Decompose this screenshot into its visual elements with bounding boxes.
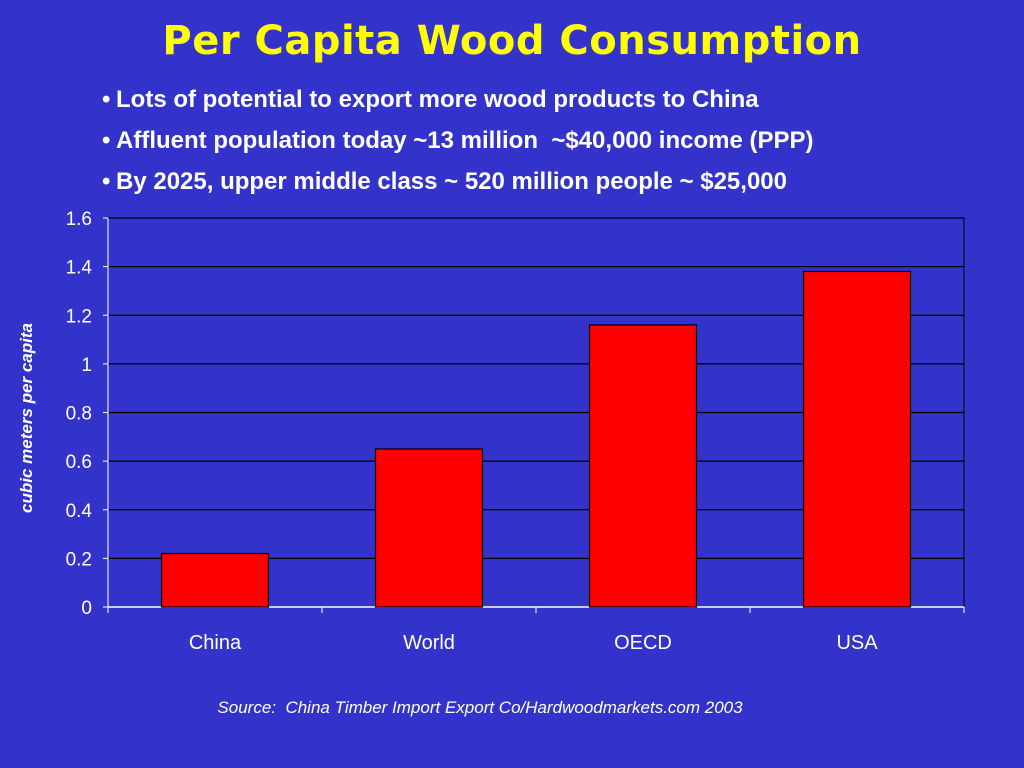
- bar-china: [160, 552, 270, 608]
- y-tick-label: 0: [81, 598, 92, 619]
- bullet-list: • Lots of potential to export more wood p…: [102, 84, 813, 207]
- bullet-item: • By 2025, upper middle class ~ 520 milli…: [102, 166, 813, 207]
- source-note: Source: China Timber Import Export Co/Ha…: [217, 698, 743, 717]
- bullet-text: Affluent population today ~13 million ~$…: [116, 127, 814, 154]
- y-tick-label: 0.2: [66, 549, 92, 570]
- x-tick-label: World: [403, 632, 455, 654]
- bullet-text: Lots of potential to export more wood pr…: [116, 86, 759, 113]
- x-tick-label: OECD: [614, 632, 672, 654]
- y-axis-label: cubic meters per capita: [17, 323, 36, 513]
- bullet-text: By 2025, upper middle class ~ 520 millio…: [116, 168, 787, 195]
- bullet-dot: •: [102, 127, 111, 154]
- bullet-item: • Lots of potential to export more wood p…: [102, 84, 813, 125]
- bullet-item: • Affluent population today ~13 million ~…: [102, 125, 813, 166]
- y-tick-label: 0.6: [66, 452, 92, 473]
- y-tick-label: 0.4: [66, 501, 93, 522]
- y-tick-label: 1.4: [66, 258, 93, 279]
- x-tick-label: China: [189, 632, 242, 654]
- y-tick-label: 0.8: [66, 404, 92, 425]
- y-tick-label: 1: [81, 355, 92, 376]
- bar-world: [374, 448, 484, 608]
- bullet-dot: •: [102, 168, 111, 195]
- slide-title: Per Capita Wood Consumption: [162, 18, 862, 64]
- bullet-dot: •: [102, 86, 111, 113]
- bar-usa: [802, 270, 912, 608]
- y-tick-label: 1.2: [66, 306, 92, 327]
- y-tick-label: 1.6: [66, 209, 92, 230]
- x-tick-label: USA: [836, 632, 878, 654]
- bar-oecd: [588, 324, 698, 608]
